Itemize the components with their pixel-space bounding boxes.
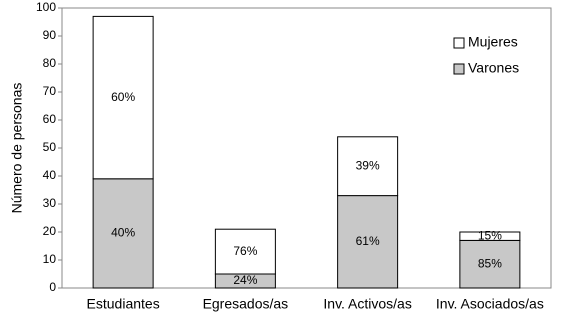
x-tick-label: Inv. Activos/as	[323, 296, 411, 312]
x-tick-label: Inv. Asociados/as	[436, 296, 544, 312]
percent-label: 39%	[356, 158, 380, 172]
y-tick-label: 0	[49, 280, 56, 294]
legend-label: Mujeres	[468, 34, 518, 50]
bar-segment	[337, 136, 399, 197]
percent-label: 15%	[478, 228, 502, 242]
legend-swatch	[453, 63, 465, 75]
percent-label: 40%	[111, 226, 135, 240]
y-tick-label: 60	[43, 112, 57, 126]
y-tick-label: 100	[36, 0, 56, 14]
percent-label: 61%	[356, 234, 380, 248]
y-tick-label: 40	[43, 168, 57, 182]
percent-label: 60%	[111, 90, 135, 104]
y-tick-label: 80	[43, 56, 57, 70]
percent-label: 24%	[233, 273, 257, 287]
y-tick-label: 90	[43, 28, 57, 42]
bar-segment	[92, 15, 154, 180]
legend-label: Varones	[468, 60, 519, 76]
x-tick-label: Estudiantes	[87, 296, 160, 312]
bar-segment	[337, 195, 399, 289]
bar-segment	[214, 228, 276, 275]
x-tick-label: Egresados/as	[203, 296, 289, 312]
y-tick-label: 70	[43, 84, 57, 98]
bar-segment	[92, 178, 154, 289]
legend-swatch	[453, 37, 465, 49]
y-tick-label: 10	[43, 252, 57, 266]
bar-segment	[459, 231, 521, 241]
percent-label: 76%	[233, 244, 257, 258]
y-tick-label: 50	[43, 140, 57, 154]
y-tick-label: 20	[43, 224, 57, 238]
y-axis-label: Número de personas	[9, 83, 25, 214]
percent-label: 85%	[478, 256, 502, 270]
y-tick-label: 30	[43, 196, 57, 210]
